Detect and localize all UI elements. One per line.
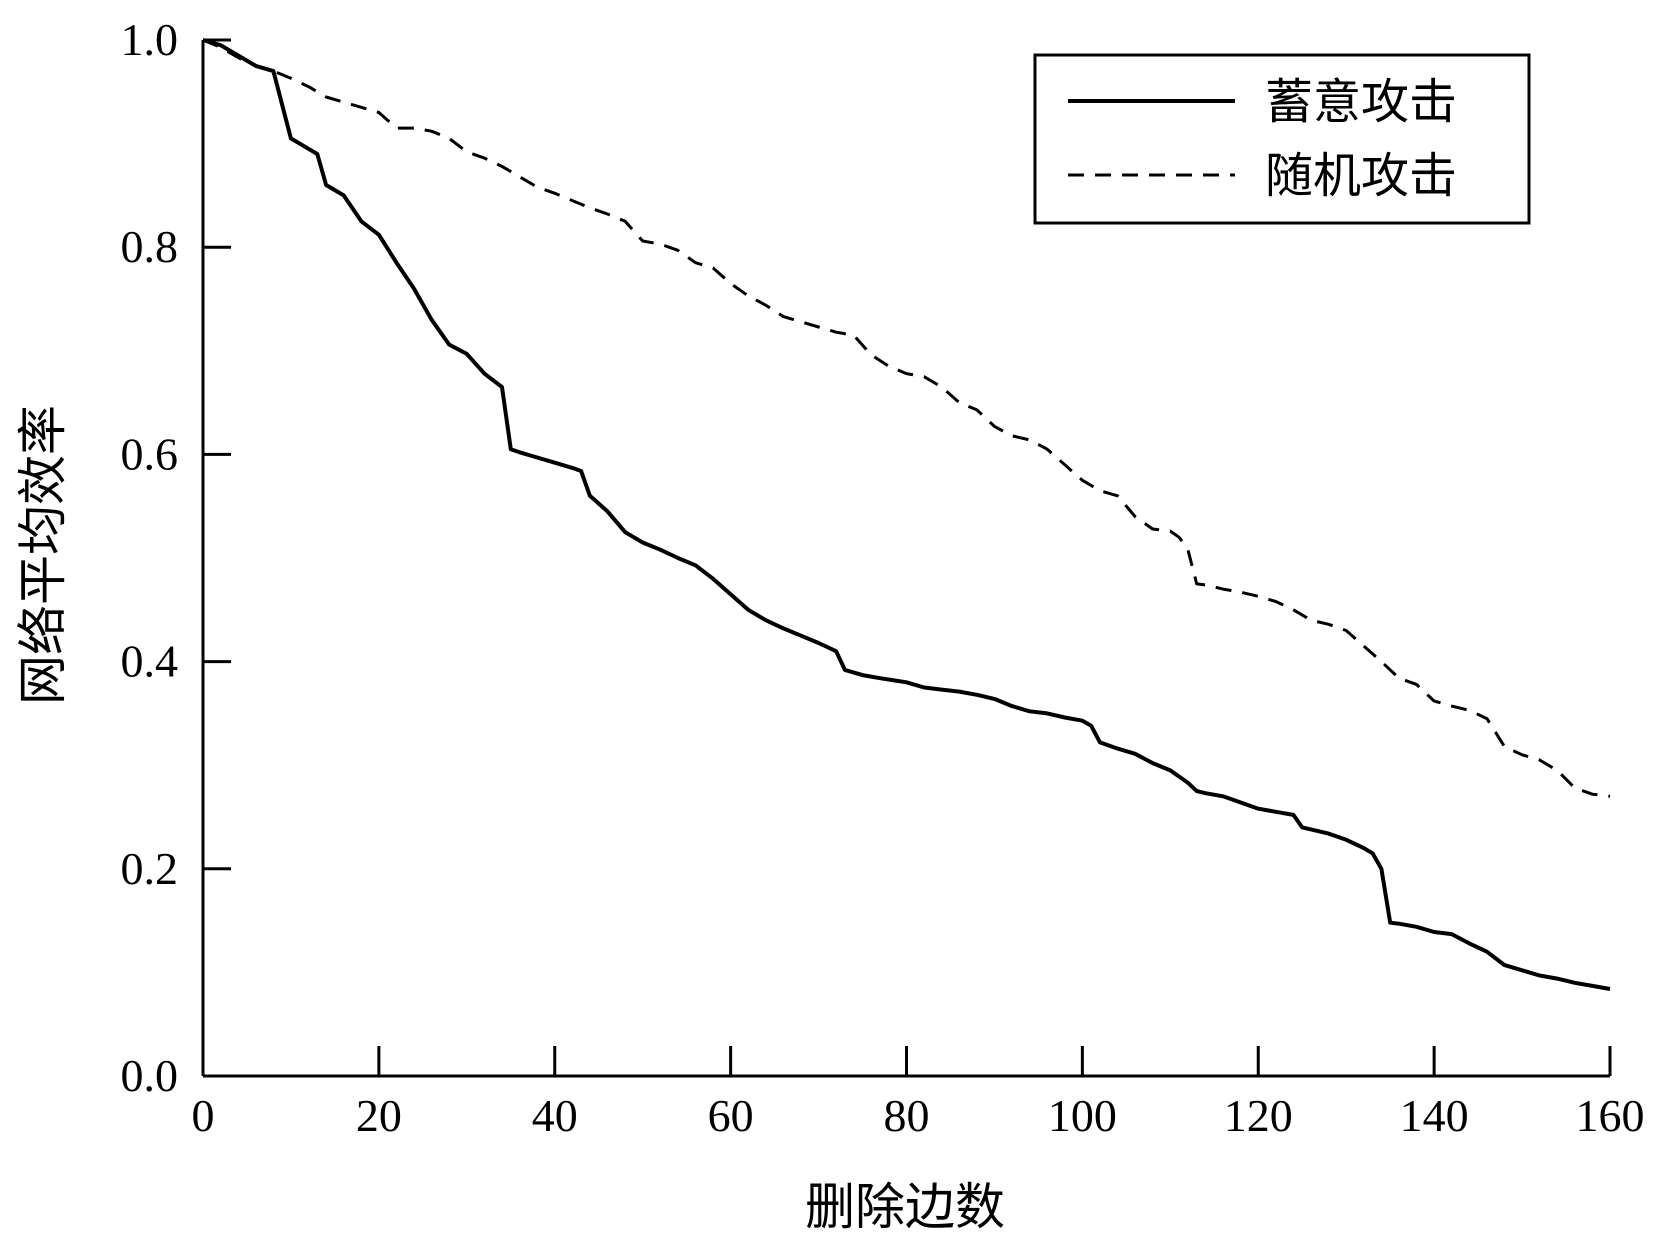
series-line-random-attack (202, 38, 1611, 798)
y-tick-label: 1.0 (121, 14, 179, 65)
y-tick-label: 0.0 (121, 1050, 179, 1101)
legend: 蓄意攻击 随机攻击 (1033, 53, 1531, 225)
legend-box (1033, 53, 1531, 225)
legend-label-random-attack: 随机攻击 (1265, 148, 1457, 204)
x-tick-label: 60 (708, 1090, 754, 1141)
y-tick-label: 0.8 (121, 221, 179, 272)
x-tick-label: 120 (1224, 1090, 1293, 1141)
y-axis-ticks: 0.0 0.2 0.4 0.6 0.8 1.0 (121, 14, 231, 1101)
legend-label-deliberate-attack: 蓄意攻击 (1265, 74, 1457, 130)
x-axis-ticks: 0 20 40 60 80 100 120 140 160 (192, 1046, 1645, 1141)
x-tick-label: 20 (356, 1090, 402, 1141)
series-line-deliberate-attack (202, 38, 1611, 991)
x-tick-label: 160 (1576, 1090, 1645, 1141)
y-tick-label: 0.6 (121, 428, 179, 479)
y-tick-label: 0.2 (121, 843, 179, 894)
y-axis-title: 网络平均效率 (14, 405, 72, 705)
x-tick-label: 100 (1048, 1090, 1117, 1141)
x-tick-label: 140 (1400, 1090, 1469, 1141)
x-tick-label: 0 (192, 1090, 215, 1141)
series-layer (202, 38, 1611, 991)
x-tick-label: 80 (884, 1090, 930, 1141)
y-tick-label: 0.4 (121, 636, 179, 687)
x-tick-label: 40 (532, 1090, 578, 1141)
x-axis-title: 删除边数 (805, 1178, 1005, 1236)
